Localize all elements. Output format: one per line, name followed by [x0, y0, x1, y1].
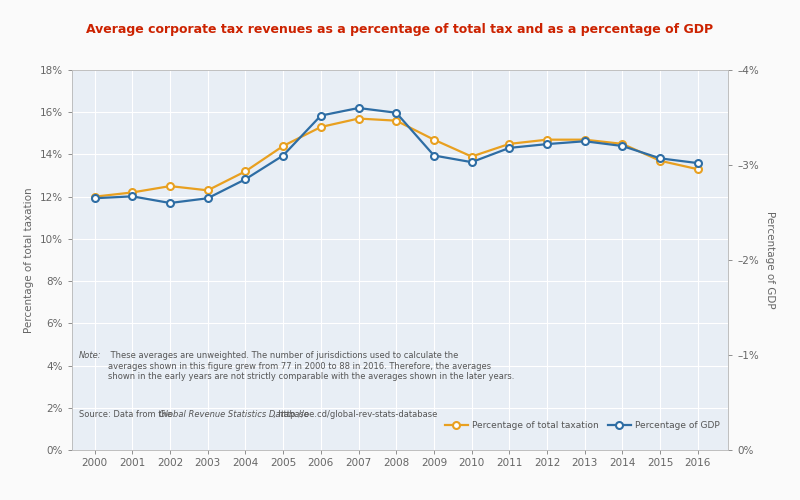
Y-axis label: Percentage of GDP: Percentage of GDP [766, 211, 775, 309]
Y-axis label: Percentage of total taxation: Percentage of total taxation [24, 187, 34, 333]
Legend: Percentage of total taxation, Percentage of GDP: Percentage of total taxation, Percentage… [442, 418, 723, 434]
Text: These averages are unweighted. The number of jurisdictions used to calculate the: These averages are unweighted. The numbe… [108, 351, 514, 381]
Text: Average corporate tax revenues as a percentage of total tax and as a percentage : Average corporate tax revenues as a perc… [86, 22, 714, 36]
Text: , http://oe.cd/global-rev-stats-database: , http://oe.cd/global-rev-stats-database [274, 410, 438, 419]
Text: Note:: Note: [78, 351, 101, 360]
Text: Source: Data from the: Source: Data from the [78, 410, 174, 419]
Text: Global Revenue Statistics Database: Global Revenue Statistics Database [158, 410, 309, 419]
